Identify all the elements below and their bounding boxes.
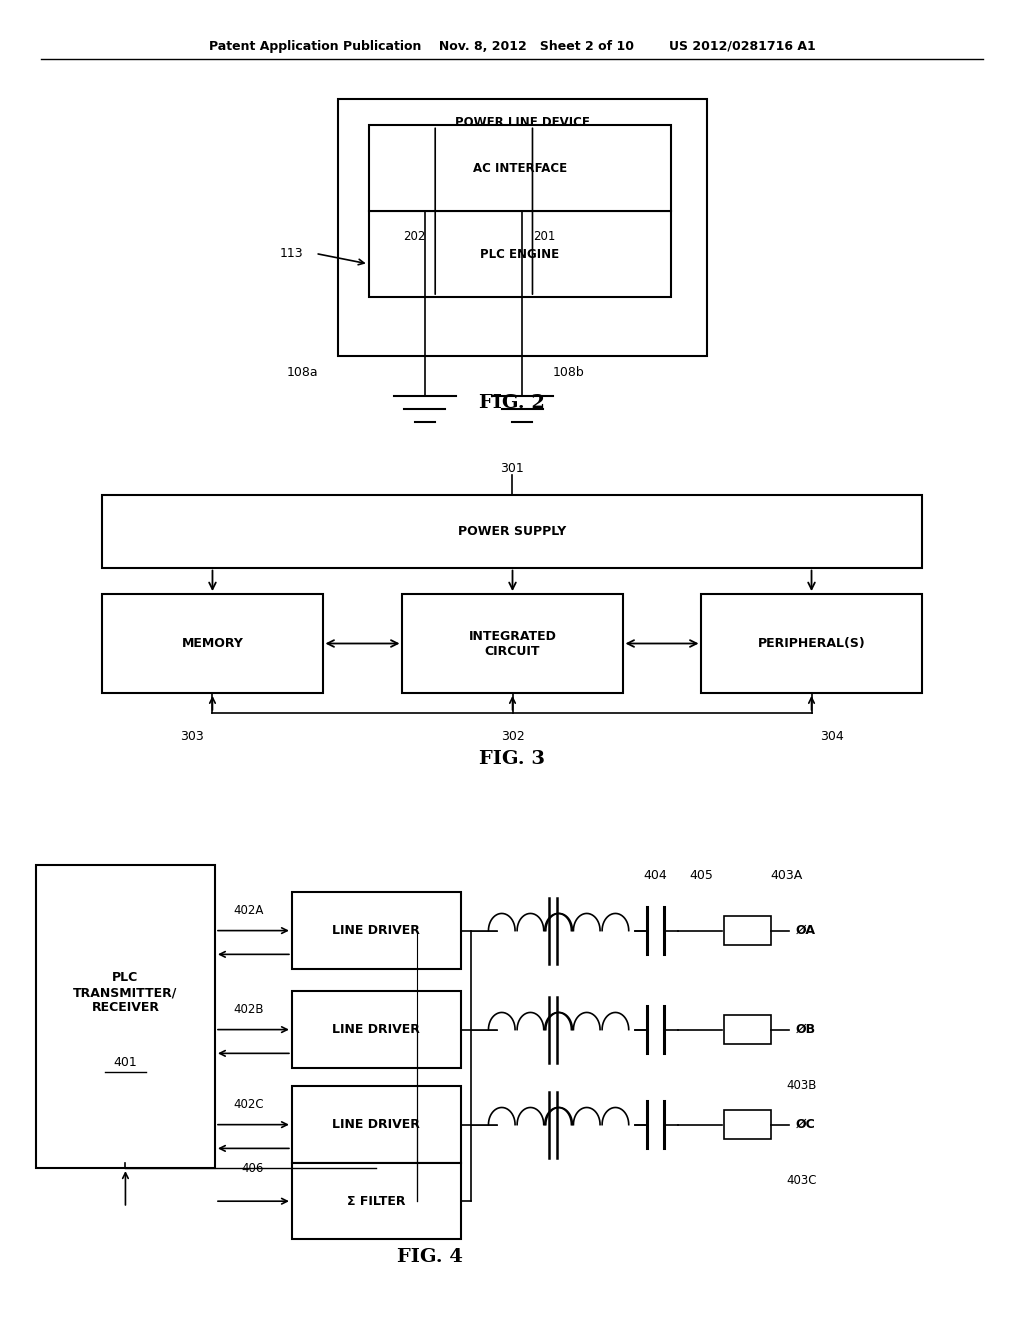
FancyBboxPatch shape bbox=[102, 594, 323, 693]
Text: 301: 301 bbox=[500, 462, 524, 475]
FancyBboxPatch shape bbox=[338, 99, 707, 356]
Text: 202: 202 bbox=[403, 230, 426, 243]
Text: 402B: 402B bbox=[233, 1003, 264, 1016]
FancyBboxPatch shape bbox=[102, 495, 922, 568]
FancyBboxPatch shape bbox=[725, 916, 771, 945]
FancyBboxPatch shape bbox=[292, 1163, 461, 1239]
Text: ØC: ØC bbox=[797, 1118, 816, 1131]
Text: 402A: 402A bbox=[233, 904, 264, 917]
Text: POWER SUPPLY: POWER SUPPLY bbox=[458, 525, 566, 537]
Text: LINE DRIVER: LINE DRIVER bbox=[333, 924, 420, 937]
FancyBboxPatch shape bbox=[292, 991, 461, 1068]
FancyBboxPatch shape bbox=[369, 211, 671, 297]
Text: LINE DRIVER: LINE DRIVER bbox=[333, 1118, 420, 1131]
Text: PERIPHERAL(S): PERIPHERAL(S) bbox=[758, 638, 865, 649]
Text: Patent Application Publication    Nov. 8, 2012   Sheet 2 of 10        US 2012/02: Patent Application Publication Nov. 8, 2… bbox=[209, 40, 815, 53]
Text: 406: 406 bbox=[242, 1162, 264, 1175]
FancyBboxPatch shape bbox=[292, 892, 461, 969]
FancyBboxPatch shape bbox=[701, 594, 922, 693]
Text: 403B: 403B bbox=[786, 1078, 817, 1092]
Text: 304: 304 bbox=[820, 730, 844, 743]
Text: INTEGRATED
CIRCUIT: INTEGRATED CIRCUIT bbox=[469, 630, 556, 657]
Text: 201: 201 bbox=[534, 230, 556, 243]
FancyBboxPatch shape bbox=[402, 594, 623, 693]
Text: 403C: 403C bbox=[786, 1173, 817, 1187]
Text: 303: 303 bbox=[180, 730, 204, 743]
Text: 302: 302 bbox=[501, 730, 524, 743]
Text: POWER LINE DEVICE: POWER LINE DEVICE bbox=[455, 116, 590, 129]
Text: 402C: 402C bbox=[233, 1098, 264, 1111]
Text: 113: 113 bbox=[280, 247, 304, 260]
FancyBboxPatch shape bbox=[36, 865, 215, 1168]
Text: FIG. 4: FIG. 4 bbox=[397, 1247, 463, 1266]
Text: PLC ENGINE: PLC ENGINE bbox=[480, 248, 559, 260]
Text: FIG. 3: FIG. 3 bbox=[479, 750, 545, 768]
Text: MEMORY: MEMORY bbox=[181, 638, 244, 649]
Text: 405: 405 bbox=[689, 869, 714, 882]
Text: PLC
TRANSMITTER/
RECEIVER: PLC TRANSMITTER/ RECEIVER bbox=[74, 972, 177, 1014]
Text: 108a: 108a bbox=[287, 366, 317, 379]
FancyBboxPatch shape bbox=[292, 1086, 461, 1163]
Text: Σ FILTER: Σ FILTER bbox=[347, 1195, 406, 1208]
Text: ØB: ØB bbox=[797, 1023, 816, 1036]
Text: 403A: 403A bbox=[770, 869, 803, 882]
Text: 108b: 108b bbox=[552, 366, 585, 379]
FancyBboxPatch shape bbox=[725, 1110, 771, 1139]
Text: 401: 401 bbox=[114, 1056, 137, 1069]
Text: LINE DRIVER: LINE DRIVER bbox=[333, 1023, 420, 1036]
FancyBboxPatch shape bbox=[369, 125, 671, 211]
Text: 404: 404 bbox=[643, 869, 668, 882]
FancyBboxPatch shape bbox=[725, 1015, 771, 1044]
Text: FIG. 2: FIG. 2 bbox=[479, 393, 545, 412]
Text: ØA: ØA bbox=[797, 924, 816, 937]
Text: AC INTERFACE: AC INTERFACE bbox=[473, 162, 566, 174]
